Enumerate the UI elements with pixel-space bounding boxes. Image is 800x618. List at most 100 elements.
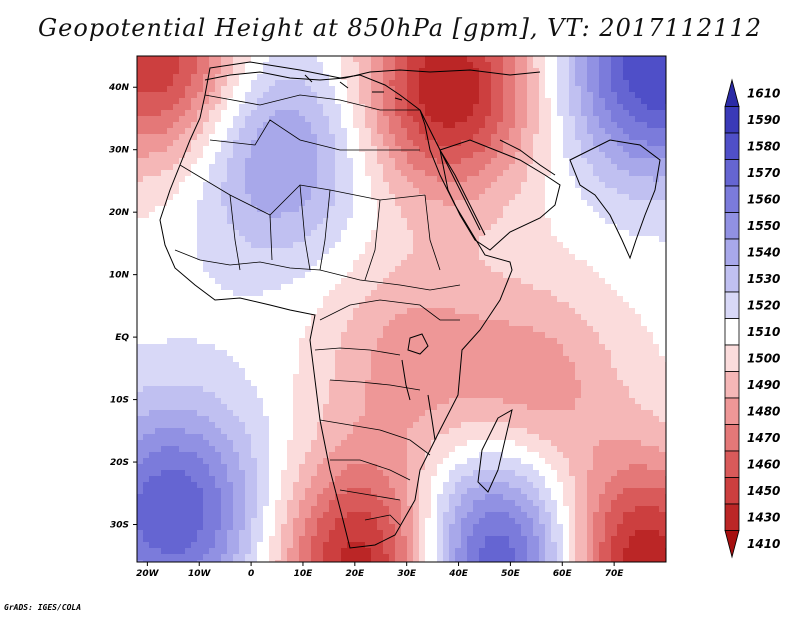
field-cell <box>311 92 318 99</box>
field-cell <box>383 230 390 237</box>
field-cell <box>557 374 564 381</box>
field-cell <box>353 368 360 375</box>
field-cell <box>239 68 246 75</box>
field-cell <box>395 332 402 339</box>
field-cell <box>659 152 666 159</box>
field-cell <box>263 302 270 309</box>
field-cell <box>425 284 432 291</box>
field-cell <box>203 80 210 87</box>
field-cell <box>341 218 348 225</box>
field-cell <box>587 146 594 153</box>
field-cell <box>251 140 258 147</box>
field-cell <box>503 332 510 339</box>
field-cell <box>359 266 366 273</box>
field-cell <box>407 236 414 243</box>
field-cell <box>605 176 612 183</box>
field-cell <box>413 182 420 189</box>
field-cell <box>383 98 390 105</box>
field-cell <box>563 56 570 63</box>
field-cell <box>257 74 264 81</box>
field-cell <box>203 152 210 159</box>
field-cell <box>221 248 228 255</box>
field-cell <box>389 92 396 99</box>
field-cell <box>629 356 636 363</box>
field-cell <box>251 272 258 279</box>
field-cell <box>365 164 372 171</box>
field-cell <box>383 200 390 207</box>
field-cell <box>329 356 336 363</box>
field-cell <box>545 68 552 75</box>
field-cell <box>515 362 522 369</box>
field-cell <box>617 194 624 201</box>
field-cell <box>209 158 216 165</box>
field-cell <box>617 146 624 153</box>
field-cell <box>437 128 444 135</box>
field-cell <box>491 374 498 381</box>
field-cell <box>491 104 498 111</box>
field-cell <box>221 86 228 93</box>
field-cell <box>485 284 492 291</box>
field-cell <box>581 374 588 381</box>
field-cell <box>461 368 468 375</box>
field-cell <box>641 92 648 99</box>
field-cell <box>215 116 222 123</box>
field-cell <box>419 86 426 93</box>
field-cell <box>341 140 348 147</box>
field-cell <box>341 56 348 63</box>
field-cell <box>623 386 630 393</box>
field-cell <box>353 284 360 291</box>
field-cell <box>569 62 576 69</box>
field-cell <box>395 170 402 177</box>
field-cell <box>563 272 570 279</box>
field-cell <box>407 314 414 321</box>
field-cell <box>497 116 504 123</box>
field-cell <box>605 104 612 111</box>
field-cell <box>407 152 414 159</box>
field-cell <box>575 116 582 123</box>
field-cell <box>473 332 480 339</box>
field-cell <box>617 308 624 315</box>
field-cell <box>245 314 252 321</box>
field-cell <box>431 296 438 303</box>
field-cell <box>305 344 312 351</box>
field-cell <box>167 98 174 105</box>
field-cell <box>629 230 636 237</box>
field-cell <box>305 320 312 327</box>
field-cell <box>251 368 258 375</box>
field-cell <box>419 272 426 279</box>
field-cell <box>485 242 492 249</box>
field-cell <box>539 212 546 219</box>
field-cell <box>425 152 432 159</box>
field-cell <box>167 212 174 219</box>
field-cell <box>305 74 312 81</box>
field-cell <box>251 86 258 93</box>
field-cell <box>641 320 648 327</box>
field-cell <box>443 374 450 381</box>
field-cell <box>497 104 504 111</box>
field-cell <box>497 212 504 219</box>
field-cell <box>659 62 666 69</box>
field-cell <box>185 170 192 177</box>
field-cell <box>479 362 486 369</box>
field-cell <box>347 218 354 225</box>
field-cell <box>431 302 438 309</box>
field-cell <box>341 116 348 123</box>
field-cell <box>425 344 432 351</box>
field-cell <box>179 248 186 255</box>
field-cell <box>317 296 324 303</box>
field-cell <box>251 104 258 111</box>
field-cell <box>617 128 624 135</box>
field-cell <box>641 254 648 261</box>
field-cell <box>143 62 150 69</box>
field-cell <box>413 278 420 285</box>
field-cell <box>359 146 366 153</box>
field-cell <box>635 218 642 225</box>
field-cell <box>251 176 258 183</box>
field-cell <box>527 80 534 87</box>
field-cell <box>203 260 210 267</box>
field-cell <box>167 332 174 339</box>
field-cell <box>209 356 216 363</box>
field-cell <box>143 188 150 195</box>
field-cell <box>635 350 642 357</box>
field-cell <box>227 128 234 135</box>
